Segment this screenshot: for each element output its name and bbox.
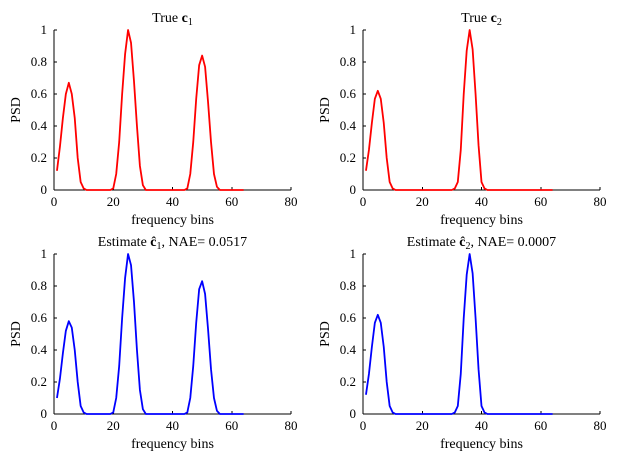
title-prefix: Estimate <box>407 235 460 250</box>
y-tick-label: 1 <box>350 22 357 37</box>
y-axis-label: PSD <box>318 321 333 347</box>
x-tick-label: 40 <box>166 418 179 433</box>
title-subscript: 1 <box>188 17 193 28</box>
y-tick-label: 0.4 <box>340 118 357 133</box>
title-subscript: 1 <box>157 241 162 252</box>
x-tick-label: 20 <box>107 194 120 209</box>
title-prefix: Estimate <box>98 235 151 250</box>
y-tick-label: 0.6 <box>31 86 48 101</box>
y-tick-label: 0.2 <box>340 374 356 389</box>
y-tick-label: 0.2 <box>31 150 47 165</box>
y-tick-label: 0.6 <box>340 310 357 325</box>
chart-title: True c2 <box>461 11 502 28</box>
y-tick-label: 0.8 <box>31 54 47 69</box>
y-tick-label: 1 <box>41 246 48 261</box>
title-prefix: True <box>461 11 490 26</box>
x-tick-label: 40 <box>166 194 179 209</box>
x-tick-label: 60 <box>225 418 238 433</box>
x-tick-label: 0 <box>51 194 58 209</box>
y-tick-label: 0 <box>350 406 357 421</box>
y-tick-label: 0.8 <box>340 54 356 69</box>
x-tick-label: 40 <box>475 418 488 433</box>
x-tick-label: 80 <box>594 194 607 209</box>
x-axis-label: frequency bins <box>440 437 523 452</box>
y-tick-label: 0.2 <box>31 374 47 389</box>
y-axis-label: PSD <box>9 321 24 347</box>
chart-panel-2: 0 20 40 60 80 0 0.2 0.4 0.6 0.8 1 True c2 frequency … <box>318 11 607 228</box>
y-tick-label: 0.8 <box>31 278 47 293</box>
y-tick-label: 0.8 <box>340 278 356 293</box>
x-tick-label: 0 <box>360 194 367 209</box>
y-tick-label: 0.6 <box>31 310 48 325</box>
x-tick-label: 60 <box>225 194 238 209</box>
title-subscript: 2 <box>497 17 502 28</box>
x-tick-label: 20 <box>107 418 120 433</box>
y-tick-label: 1 <box>41 22 48 37</box>
x-tick-label: 0 <box>360 418 367 433</box>
title-symbol: ĉ <box>150 235 156 250</box>
y-tick-label: 0 <box>41 182 48 197</box>
title-subscript: 2 <box>466 241 471 252</box>
x-tick-label: 60 <box>534 194 547 209</box>
title-prefix: True <box>152 11 181 26</box>
x-tick-label: 20 <box>416 418 429 433</box>
y-tick-label: 0 <box>41 406 48 421</box>
x-axis-label: frequency bins <box>131 437 214 452</box>
y-tick-label: 0.4 <box>31 342 48 357</box>
chart-title: Estimate ĉ1, NAE= 0.0517 <box>98 235 247 252</box>
x-tick-label: 20 <box>416 194 429 209</box>
x-tick-label: 80 <box>285 418 298 433</box>
x-tick-label: 60 <box>534 418 547 433</box>
title-symbol: c <box>182 11 188 26</box>
title-symbol: c <box>491 11 497 26</box>
y-axis-label: PSD <box>318 97 333 123</box>
x-axis-label: frequency bins <box>131 213 214 228</box>
title-suffix: , NAE= 0.0007 <box>471 235 557 250</box>
y-tick-label: 0.6 <box>340 86 357 101</box>
psd-series-line <box>56 253 244 415</box>
title-symbol: ĉ <box>459 235 465 250</box>
y-tick-label: 0.4 <box>340 342 357 357</box>
title-suffix: , NAE= 0.0517 <box>162 235 248 250</box>
chart-title: True c1 <box>152 11 193 28</box>
psd-series-line <box>56 29 244 191</box>
x-tick-label: 80 <box>594 418 607 433</box>
chart-panel-4: 0 20 40 60 80 0 0.2 0.4 0.6 0.8 1 Estimate ĉ2, NAE=… <box>318 235 607 452</box>
x-axis-label: frequency bins <box>440 213 523 228</box>
x-tick-label: 40 <box>475 194 488 209</box>
x-tick-label: 80 <box>285 194 298 209</box>
psd-series-line <box>365 29 553 191</box>
y-tick-label: 0.2 <box>340 150 356 165</box>
y-tick-label: 0.4 <box>31 118 48 133</box>
y-axis-label: PSD <box>9 97 24 123</box>
psd-series-line <box>365 253 553 415</box>
y-tick-label: 0 <box>350 182 357 197</box>
chart-title: Estimate ĉ2, NAE= 0.0007 <box>407 235 556 252</box>
y-tick-label: 1 <box>350 246 357 261</box>
x-tick-label: 0 <box>51 418 58 433</box>
